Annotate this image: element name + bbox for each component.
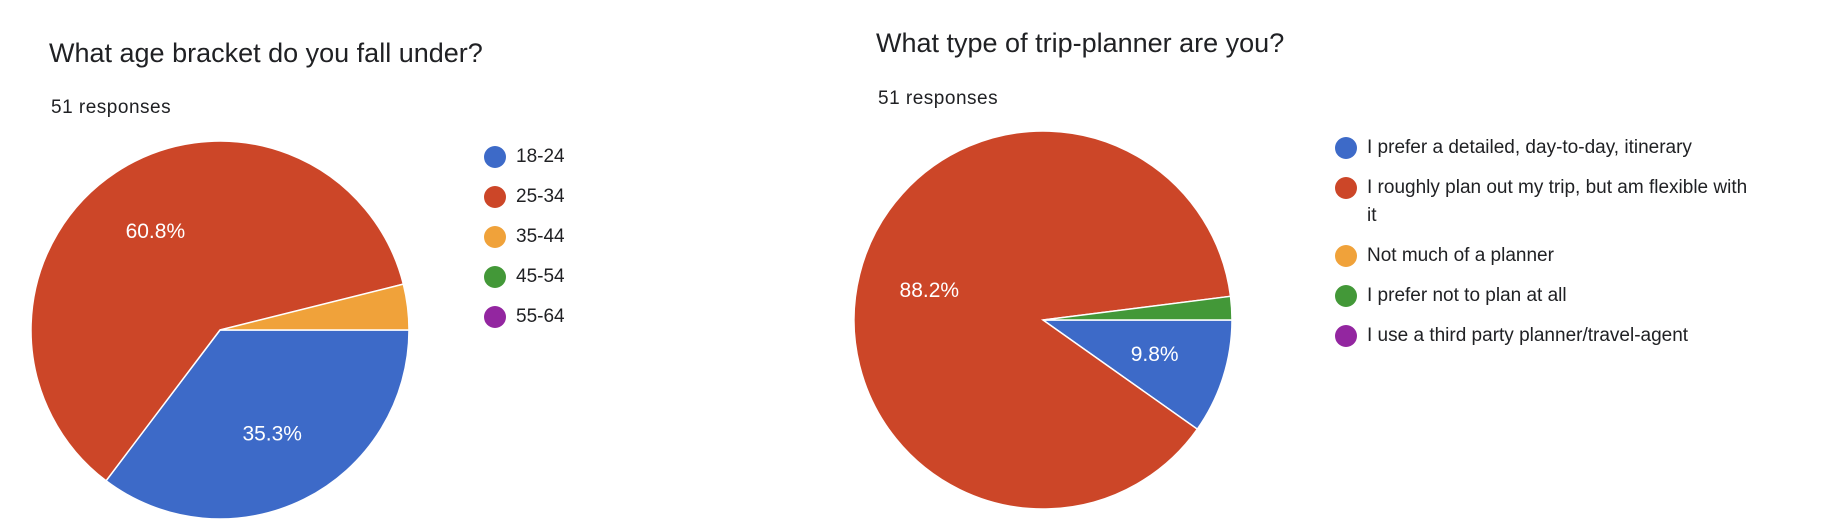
legend-item: I prefer a detailed, day-to-day, itinera… xyxy=(1335,134,1755,162)
legend-swatch xyxy=(1335,325,1357,347)
pie-slice xyxy=(1040,319,1233,431)
pie-slice xyxy=(104,329,410,520)
legend-swatch xyxy=(1335,137,1357,159)
legend-label: 25-34 xyxy=(516,186,565,207)
legend-swatch xyxy=(1335,177,1357,199)
legend-label: I prefer a detailed, day-to-day, itinera… xyxy=(1367,137,1692,158)
chart-title: What type of trip-planner are you? xyxy=(876,28,1285,58)
legend-item: I prefer not to plan at all xyxy=(1335,282,1755,310)
slice-label: 9.8% xyxy=(1131,343,1179,366)
legend-label: 45-54 xyxy=(516,266,565,287)
legend-item: 25-34 xyxy=(484,183,684,211)
legend-item: 35-44 xyxy=(484,223,684,251)
pie-slice xyxy=(219,283,410,331)
legend-swatch xyxy=(1335,285,1357,307)
chart-title: What age bracket do you fall under? xyxy=(49,38,483,68)
legend-label: Not much of a planner xyxy=(1367,245,1554,266)
legend-item: Not much of a planner xyxy=(1335,242,1755,270)
legend-label: I use a third party planner/travel-agent xyxy=(1367,325,1689,346)
legend-swatch xyxy=(484,226,506,248)
legend-label: 18-24 xyxy=(516,146,565,167)
response-count: 51 responses xyxy=(878,88,999,109)
legend: 18-24 25-34 35-44 45-54 55-64 xyxy=(484,143,684,343)
legend-label: I prefer not to plan at all xyxy=(1367,285,1567,306)
legend-swatch xyxy=(484,266,506,288)
slice-label: 35.3% xyxy=(242,422,302,445)
legend-item: I use a third party planner/travel-agent xyxy=(1335,322,1755,350)
slice-label: 60.8% xyxy=(126,220,186,243)
legend-label: I roughly plan out my trip, but am flexi… xyxy=(1367,177,1748,226)
legend-swatch xyxy=(484,306,506,328)
pie-slice xyxy=(30,140,405,482)
legend-item: 45-54 xyxy=(484,263,684,291)
legend-swatch xyxy=(484,146,506,168)
pie-slice xyxy=(1042,295,1233,321)
legend-item: I roughly plan out my trip, but am flexi… xyxy=(1335,174,1755,230)
legend-label: 35-44 xyxy=(516,226,565,247)
slice-label: 88.2% xyxy=(900,279,960,302)
pie-slice xyxy=(853,130,1232,510)
legend-label: 55-64 xyxy=(516,306,565,327)
legend-item: 55-64 xyxy=(484,303,684,331)
legend: I prefer a detailed, day-to-day, itinera… xyxy=(1335,134,1755,362)
legend-item: 18-24 xyxy=(484,143,684,171)
legend-swatch xyxy=(484,186,506,208)
legend-swatch xyxy=(1335,245,1357,267)
response-count: 51 responses xyxy=(51,97,172,118)
